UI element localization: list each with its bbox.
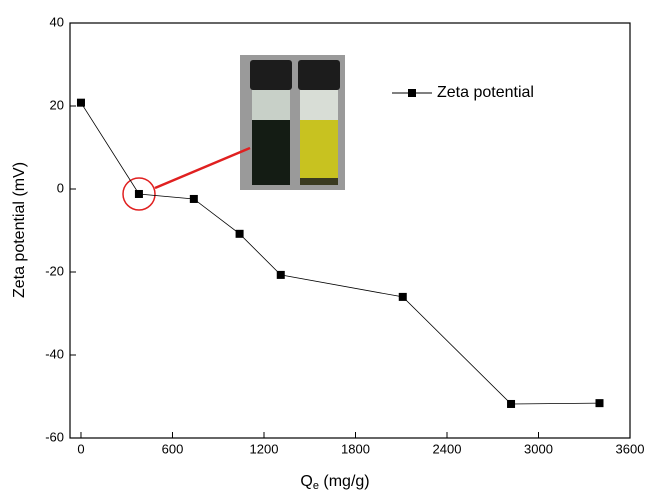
highlight-circle bbox=[122, 177, 156, 211]
legend-label: Zeta potential bbox=[437, 84, 534, 101]
y-tick-label: 20 bbox=[50, 97, 64, 112]
data-point bbox=[507, 399, 516, 408]
y-tick-label: -20 bbox=[45, 263, 64, 278]
x-tick-label: 3000 bbox=[524, 441, 553, 456]
data-point bbox=[595, 399, 604, 408]
series-line bbox=[80, 102, 600, 405]
x-tick-label: 1200 bbox=[250, 441, 279, 456]
x-tick-label: 1800 bbox=[341, 441, 370, 456]
x-tick-label: 3600 bbox=[616, 441, 645, 456]
callout-line bbox=[154, 146, 251, 190]
x-tick-label: 0 bbox=[77, 441, 84, 456]
plot-frame bbox=[69, 22, 631, 439]
inset-photo bbox=[240, 55, 345, 190]
x-label-sub: e bbox=[313, 480, 319, 492]
y-axis-label: Zeta potential (mV) bbox=[11, 162, 28, 298]
data-point bbox=[235, 229, 244, 238]
data-point bbox=[276, 270, 285, 279]
data-point bbox=[398, 292, 407, 301]
x-tick-label: 600 bbox=[162, 441, 184, 456]
y-tick-label: -60 bbox=[45, 429, 64, 444]
y-tick-label: 0 bbox=[57, 180, 64, 195]
x-tick-label: 2400 bbox=[433, 441, 462, 456]
y-tick-label: -40 bbox=[45, 346, 64, 361]
x-label-main: Q bbox=[300, 473, 312, 490]
legend-marker bbox=[408, 89, 416, 97]
x-label-rest: (mg/g) bbox=[319, 473, 370, 490]
data-point bbox=[134, 189, 143, 198]
y-tick-label: 40 bbox=[50, 14, 64, 29]
x-axis-label: Qe (mg/g) bbox=[300, 473, 369, 492]
data-point bbox=[76, 98, 85, 107]
data-point bbox=[189, 194, 198, 203]
